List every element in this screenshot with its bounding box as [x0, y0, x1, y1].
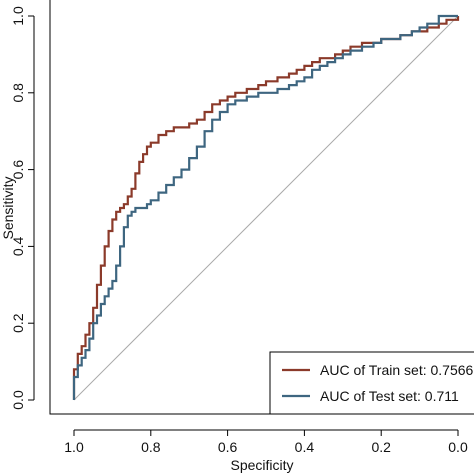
- y-tick-label: 0.0: [10, 390, 26, 410]
- legend-entry: AUC of Test set: 0.711: [320, 388, 459, 404]
- train-roc-curve: [72, 16, 460, 400]
- y-tick-label: 1.0: [10, 6, 26, 26]
- y-tick-label: 0.4: [10, 236, 26, 256]
- x-tick-label: 0.6: [218, 439, 238, 455]
- y-tick-label: 0.8: [10, 83, 26, 103]
- y-tick-label: 0.2: [10, 313, 26, 333]
- reference-diagonal-line: [73, 15, 459, 401]
- test-roc-curve: [72, 14, 458, 400]
- y-axis-title: Sensitivity: [0, 176, 16, 239]
- legend-box: [269, 351, 474, 415]
- x-tick-label: 1.0: [64, 439, 84, 455]
- x-tick-label: 0.0: [448, 439, 468, 455]
- plot-frame: [49, 0, 474, 415]
- x-tick-label: 0.2: [371, 439, 391, 455]
- x-tick-label: 0.8: [141, 439, 161, 455]
- x-axis-title: Specificity: [230, 457, 293, 473]
- x-tick-label: 0.4: [295, 439, 315, 455]
- y-tick-label: 0.6: [10, 160, 26, 180]
- legend-entry: AUC of Train set: 0.7566: [320, 362, 474, 378]
